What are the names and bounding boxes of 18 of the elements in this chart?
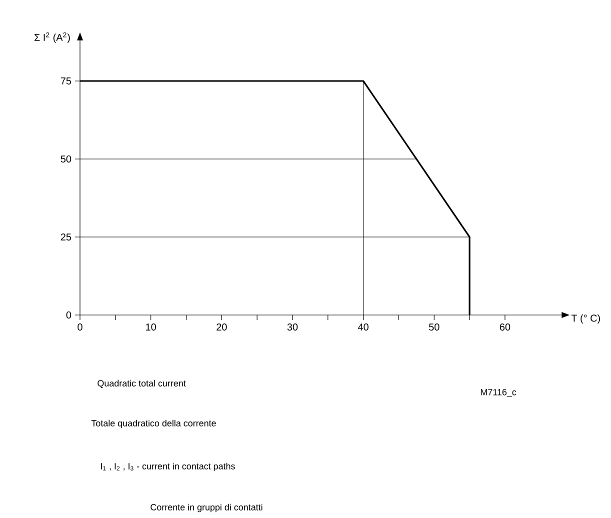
x-tick-label: 30 (287, 324, 298, 331)
y-tick-label: 75 (60, 78, 72, 84)
text: M7116_c (480, 388, 516, 398)
y-tick-label: 50 (60, 155, 72, 163)
text: Corrente in gruppi di contatti (150, 504, 262, 512)
x-tick-label: 0 (78, 324, 82, 331)
y-tick-label: 25 (60, 233, 72, 241)
x-tick-label: 50 (429, 324, 440, 331)
y-tick-label: 0 (66, 311, 72, 319)
text: Totale quadratico della corrente (91, 420, 216, 428)
text: I$_{1}$ , I$_{2}$ , I$_{3}$ - current in contact paths (101, 462, 235, 472)
x-tick-label: 10 (146, 324, 156, 331)
x-tick-label: 60 (500, 324, 510, 331)
text: Quadratic total current (98, 380, 186, 388)
x-tick-label: 40 (358, 324, 368, 331)
x-axis-title: T (° C) (571, 314, 600, 324)
x-tick-label: 20 (216, 324, 227, 331)
y-axis-title: Σ I$^{2}$ (A$^{2}$) (34, 32, 70, 43)
